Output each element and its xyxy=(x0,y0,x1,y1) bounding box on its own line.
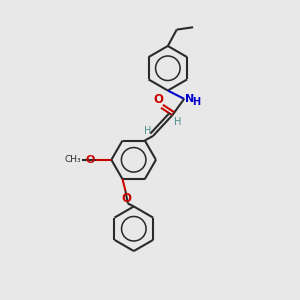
Text: O: O xyxy=(154,93,164,106)
Text: H: H xyxy=(192,98,200,107)
Text: CH₃: CH₃ xyxy=(64,155,81,164)
Text: N: N xyxy=(185,94,195,104)
Text: O: O xyxy=(85,154,95,164)
Text: H: H xyxy=(144,126,151,136)
Text: H: H xyxy=(174,117,181,127)
Text: O: O xyxy=(121,192,131,205)
